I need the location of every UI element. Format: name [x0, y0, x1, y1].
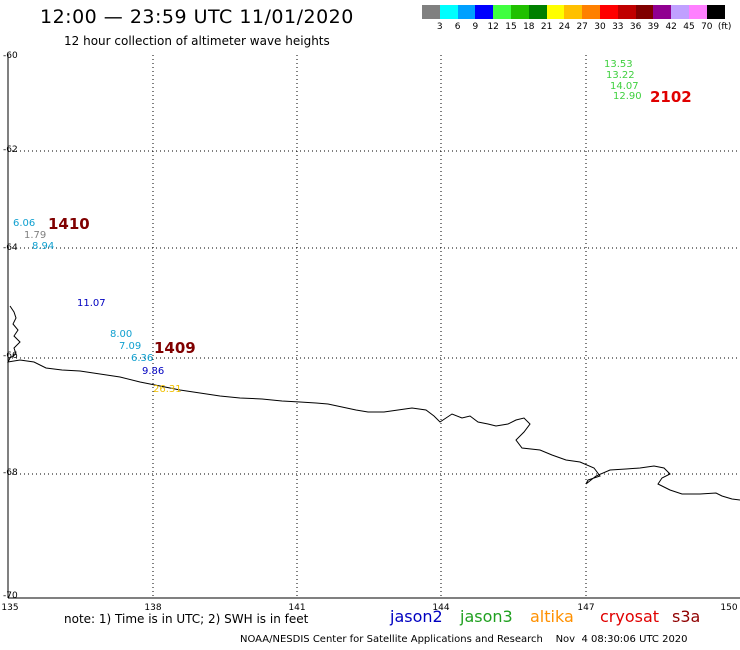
color-scale-swatch — [528, 5, 547, 19]
color-scale-label: 21 — [540, 22, 553, 32]
color-scale-label: 36 — [629, 22, 642, 32]
wave-height-value: 11.07 — [77, 298, 106, 309]
lat-tick-label: -70 — [3, 591, 18, 601]
color-scale-swatch — [510, 5, 529, 19]
credit-line: NOAA/NESDIS Center for Satellite Applica… — [240, 634, 688, 645]
color-scale-swatch — [617, 5, 636, 19]
color-scale-label: 45 — [683, 22, 695, 32]
color-scale-swatch — [582, 5, 600, 19]
color-scale-label: 15 — [505, 22, 517, 32]
lon-tick-label: 144 — [432, 603, 450, 613]
wave-height-value: 26.31 — [153, 384, 182, 395]
wave-height-value: 6.36 — [131, 353, 154, 364]
footnote: note: 1) Time is in UTC; 2) SWH is in fe… — [64, 612, 309, 626]
antarctic-coastline — [7, 305, 740, 501]
color-scale-bar — [422, 5, 725, 19]
color-scale-swatch — [493, 5, 511, 19]
color-scale-label: 42 — [665, 22, 677, 32]
color-scale-swatch — [671, 5, 689, 19]
lat-tick-label: -66 — [3, 351, 18, 361]
color-scale-swatch — [653, 5, 672, 19]
color-scale-label: (ft) — [717, 22, 732, 32]
wave-height-value: 12.90 — [613, 91, 642, 102]
color-scale-label: 30 — [594, 22, 606, 32]
legend-item-jason3: jason3 — [460, 607, 513, 626]
color-scale-swatch — [564, 5, 583, 19]
lon-tick-label: 147 — [577, 603, 595, 613]
wave-height-value: 13.22 — [606, 70, 635, 81]
wave-height-value: 8.00 — [110, 329, 133, 340]
color-scale-label: 18 — [523, 22, 535, 32]
legend-item-cryosat: cryosat — [600, 607, 660, 626]
color-scale-swatch — [706, 5, 725, 19]
wave-height-value: 7.09 — [119, 341, 142, 352]
lon-tick-label: 135 — [1, 603, 19, 613]
lat-tick-label: -62 — [3, 145, 18, 155]
color-scale-swatch — [688, 5, 707, 19]
lat-tick-label: -60 — [3, 51, 18, 61]
color-scale-label: 70 — [701, 22, 713, 32]
color-scale-label: 39 — [647, 22, 660, 32]
pass-time-label: 1410 — [48, 215, 90, 233]
lon-tick-label: 138 — [144, 603, 162, 613]
color-scale-label: 33 — [612, 22, 624, 32]
color-scale-label: 6 — [454, 22, 461, 32]
color-scale-swatch — [599, 5, 618, 19]
wave-height-value: 8.94 — [32, 241, 55, 252]
lon-tick-label: 150 — [720, 603, 738, 613]
legend-item-altika: altika — [530, 607, 574, 626]
legend-item-s3a: s3a — [672, 607, 701, 626]
pass-time-label: 1409 — [154, 339, 196, 357]
pass-time-label: 2102 — [650, 88, 692, 106]
color-scale-swatch — [439, 5, 458, 19]
wave-height-value: 6.06 — [13, 218, 36, 229]
lat-tick-label: -64 — [3, 243, 18, 253]
color-scale-label: 9 — [472, 22, 479, 32]
color-scale-label: 12 — [487, 22, 499, 32]
color-scale-labels: 3 6 9 12 15 18 21 24 27 30 33 36 39 42 45 70 (ft) — [422, 22, 740, 34]
chart-title: 12:00 — 23:59 UTC 11/01/2020 — [40, 6, 354, 28]
wave-height-value: 9.86 — [142, 366, 165, 377]
color-scale-label: 24 — [558, 22, 571, 32]
color-scale-swatch — [422, 5, 440, 19]
color-scale-label: 3 — [436, 22, 443, 32]
color-scale-swatch — [457, 5, 476, 19]
lat-tick-label: -68 — [3, 468, 18, 478]
color-scale-swatch — [475, 5, 494, 19]
wave-height-value: 13.53 — [604, 59, 633, 70]
lon-tick-label: 141 — [288, 603, 306, 613]
legend-item-jason2: jason2 — [390, 607, 443, 626]
wave-height-value: 14.07 — [610, 81, 639, 92]
color-scale-label: 27 — [576, 22, 588, 32]
color-scale-swatch — [546, 5, 565, 19]
chart-subtitle: 12 hour collection of altimeter wave hei… — [64, 34, 330, 48]
color-scale-swatch — [635, 5, 654, 19]
wave-height-value: 1.79 — [24, 230, 47, 241]
